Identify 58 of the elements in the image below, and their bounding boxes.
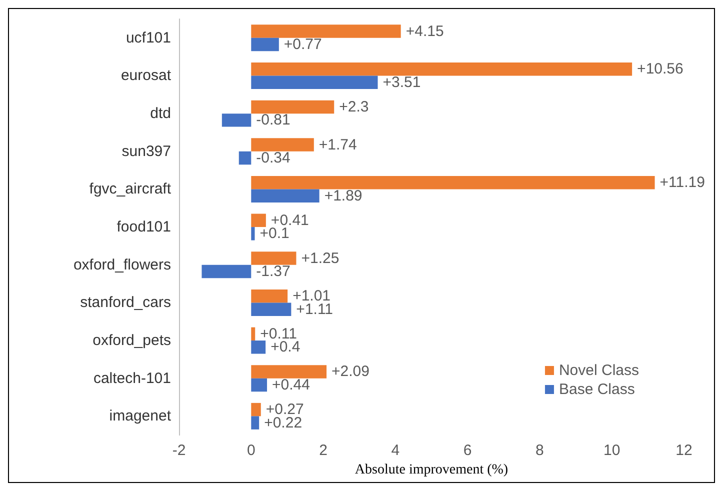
y-tick-label: eurosat	[120, 67, 172, 84]
bar	[251, 252, 296, 265]
bar	[251, 100, 334, 114]
bar	[251, 289, 288, 303]
data-label: -1.37	[256, 262, 290, 280]
bar	[251, 227, 255, 240]
y-tick-label: imagenet	[109, 408, 172, 425]
data-label: +3.51	[382, 74, 421, 91]
legend-label: Base Class	[558, 381, 635, 398]
y-tick-label: oxford_pets	[92, 332, 171, 350]
bar	[222, 114, 252, 127]
data-label: +0.44	[272, 376, 310, 394]
y-tick-label: stanford_cars	[80, 294, 171, 312]
bar	[251, 416, 260, 430]
x-tick-label: 8	[536, 442, 544, 460]
y-tick-label: dtd	[150, 105, 171, 122]
bar	[251, 214, 266, 228]
x-tick-label: 12	[676, 442, 692, 460]
bar	[251, 189, 320, 202]
bar	[251, 138, 314, 152]
x-tick-label: 10	[604, 442, 620, 460]
data-label: +10.56	[637, 60, 684, 78]
bar	[251, 176, 655, 190]
y-tick-label: oxford_flowers	[73, 256, 171, 274]
y-tick-label: sun397	[122, 142, 171, 160]
y-tick-label: food101	[116, 218, 171, 236]
bar	[251, 327, 256, 341]
x-tick-label: 6	[463, 442, 472, 460]
legend-label: Novel Class	[558, 362, 640, 379]
y-tick-label: caltech-101	[93, 370, 171, 387]
bar	[251, 76, 378, 89]
x-tick-label: 2	[319, 442, 328, 460]
data-label: +4.15	[406, 22, 444, 40]
bar	[251, 365, 327, 378]
bar	[202, 264, 252, 278]
data-label: +0.77	[284, 36, 322, 54]
bar	[251, 62, 632, 76]
x-tick-label: -2	[172, 442, 186, 460]
bar	[251, 378, 268, 392]
x-tick-label: 4	[391, 442, 400, 460]
data-label: +1.25	[301, 250, 340, 267]
bar	[251, 24, 401, 38]
data-label: +1.89	[324, 187, 362, 204]
data-label: -0.81	[256, 112, 290, 129]
data-label: +2.3	[339, 98, 369, 116]
bar	[251, 302, 292, 316]
bar	[251, 402, 261, 416]
bar	[251, 38, 279, 52]
data-label: +11.19	[660, 174, 705, 192]
data-label: +1.74	[318, 136, 357, 154]
data-label: -0.34	[256, 150, 290, 167]
bar	[251, 340, 266, 354]
y-tick-label: fgvc_aircraft	[89, 180, 172, 198]
x-tick-label: 0	[246, 442, 256, 460]
bar	[238, 151, 252, 165]
y-tick-label: ucf101	[126, 29, 171, 46]
data-label: +2.09	[332, 363, 370, 380]
x-axis-title: Absolute improvement (%)	[354, 462, 508, 478]
